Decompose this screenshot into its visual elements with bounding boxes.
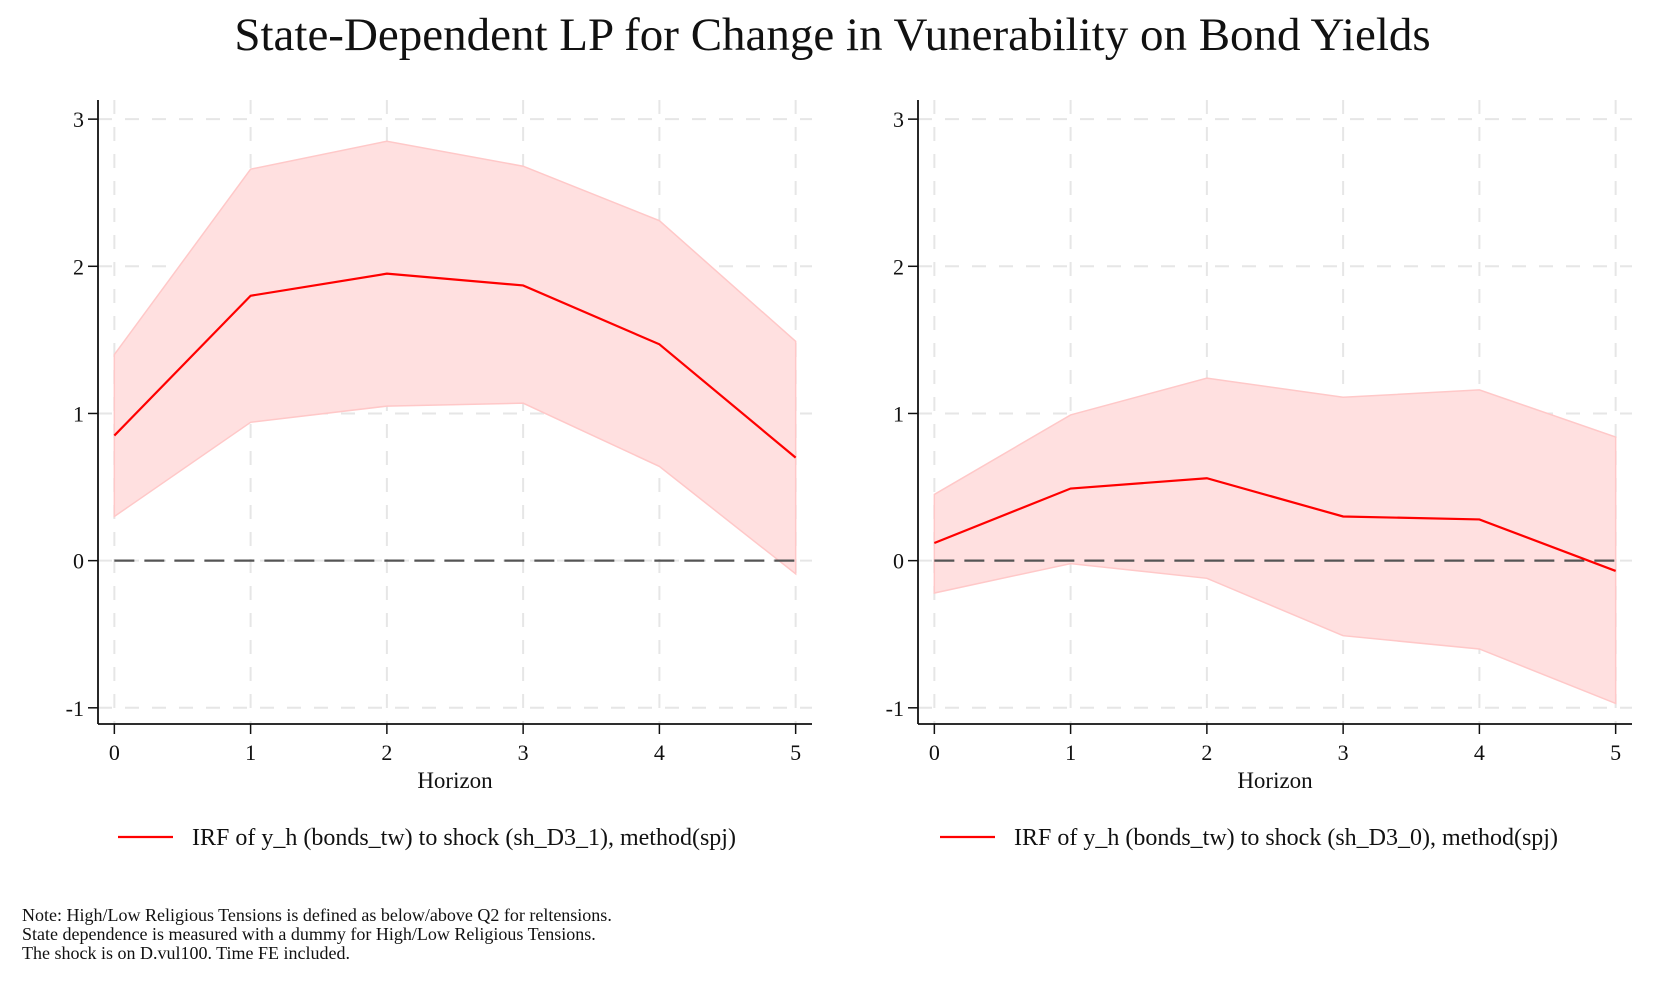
y-tick-label: 2: [893, 254, 904, 279]
x-tick-label: 0: [929, 740, 940, 765]
x-tick-label: 5: [790, 740, 801, 765]
x-tick-label: 0: [109, 740, 120, 765]
note-line-2: State dependence is measured with a dumm…: [22, 924, 596, 944]
panel-right: IRF of y_h (bonds_tw) to shock (sh_D3_0)…: [886, 100, 1632, 851]
x-axis-title: Horizon: [1237, 768, 1313, 793]
x-tick-label: 3: [1338, 740, 1349, 765]
irf-line: [113, 272, 797, 459]
y-tick-label: 3: [893, 107, 904, 132]
figure-note: Note: High/Low Religious Tensions is def…: [22, 906, 612, 963]
x-tick-label: 2: [381, 740, 392, 765]
y-tick-label: -1: [886, 696, 904, 721]
panel-left: IRF of y_h (bonds_tw) to shock (sh_D3_1)…: [66, 100, 812, 851]
note-line-1: Note: High/Low Religious Tensions is def…: [22, 905, 612, 925]
irf-line: [933, 477, 1617, 572]
y-tick-label: 0: [73, 549, 84, 574]
y-tick-label: 0: [893, 549, 904, 574]
confidence-band: [113, 140, 797, 576]
y-tick-label: -1: [66, 696, 84, 721]
chart-title: State-Dependent LP for Change in Vunerab…: [234, 9, 1431, 61]
legend-label: IRF of y_h (bonds_tw) to shock (sh_D3_1)…: [192, 825, 736, 851]
x-tick-label: 3: [518, 740, 529, 765]
x-tick-label: 1: [1065, 740, 1076, 765]
x-tick-label: 4: [1474, 740, 1485, 765]
y-tick-label: 1: [73, 401, 84, 426]
y-tick-label: 1: [893, 401, 904, 426]
x-tick-label: 2: [1201, 740, 1212, 765]
note-line-3: The shock is on D.vul100. Time FE includ…: [22, 943, 350, 963]
x-tick-label: 5: [1610, 740, 1621, 765]
x-axis-title: Horizon: [417, 768, 493, 793]
confidence-band: [933, 377, 1617, 705]
y-tick-label: 3: [73, 107, 84, 132]
y-tick-label: 2: [73, 254, 84, 279]
x-tick-label: 1: [245, 740, 256, 765]
x-tick-label: 4: [654, 740, 665, 765]
legend-label: IRF of y_h (bonds_tw) to shock (sh_D3_0)…: [1014, 825, 1558, 851]
